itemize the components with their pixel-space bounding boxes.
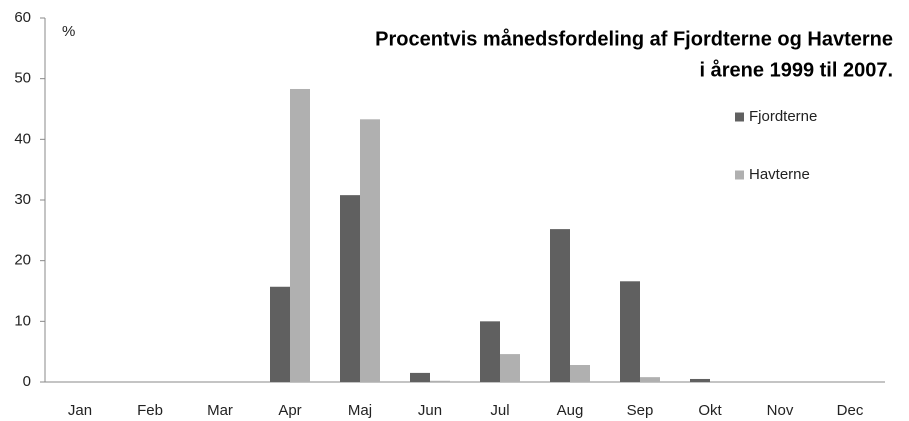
x-tick-label: Apr xyxy=(278,402,301,419)
y-tick-label: 0 xyxy=(23,373,31,390)
legend-label: Fjordterne xyxy=(749,108,817,125)
y-tick-label: 60 xyxy=(14,9,31,26)
x-tick-label: Mar xyxy=(207,402,233,419)
x-tick-label: Dec xyxy=(837,402,864,419)
bar xyxy=(690,378,710,382)
bar xyxy=(410,372,430,382)
bar xyxy=(430,380,450,382)
bar xyxy=(290,88,310,382)
y-tick-label: 20 xyxy=(14,252,31,269)
y-tick-label: 50 xyxy=(14,70,31,87)
y-tick-label: 40 xyxy=(14,130,31,147)
bar xyxy=(360,119,380,383)
x-tick-label: Jun xyxy=(418,402,442,419)
bar xyxy=(570,365,590,382)
bar xyxy=(550,229,570,382)
x-tick-label: Feb xyxy=(137,402,163,419)
x-tick-label: Okt xyxy=(698,402,722,419)
y-axis-label: % xyxy=(62,23,75,40)
legend-label: Havterne xyxy=(749,166,810,183)
x-tick-label: Aug xyxy=(557,402,584,419)
bar xyxy=(270,286,290,382)
legend-swatch xyxy=(735,112,744,122)
bar xyxy=(640,377,660,382)
chart-title: Procentvis månedsfordeling af Fjordterne… xyxy=(375,27,893,50)
bar xyxy=(340,195,360,382)
x-tick-label: Jul xyxy=(490,402,509,419)
bar xyxy=(500,354,520,382)
chart-title: i årene 1999 til 2007. xyxy=(700,58,893,81)
bar xyxy=(620,281,640,382)
x-tick-label: Sep xyxy=(627,402,654,419)
legend-swatch xyxy=(735,170,744,180)
y-tick-label: 30 xyxy=(14,191,31,208)
x-tick-label: Jan xyxy=(68,402,92,419)
y-tick-label: 10 xyxy=(14,312,31,329)
x-tick-label: Maj xyxy=(348,402,372,419)
x-tick-label: Nov xyxy=(767,402,794,419)
bar xyxy=(480,321,500,382)
